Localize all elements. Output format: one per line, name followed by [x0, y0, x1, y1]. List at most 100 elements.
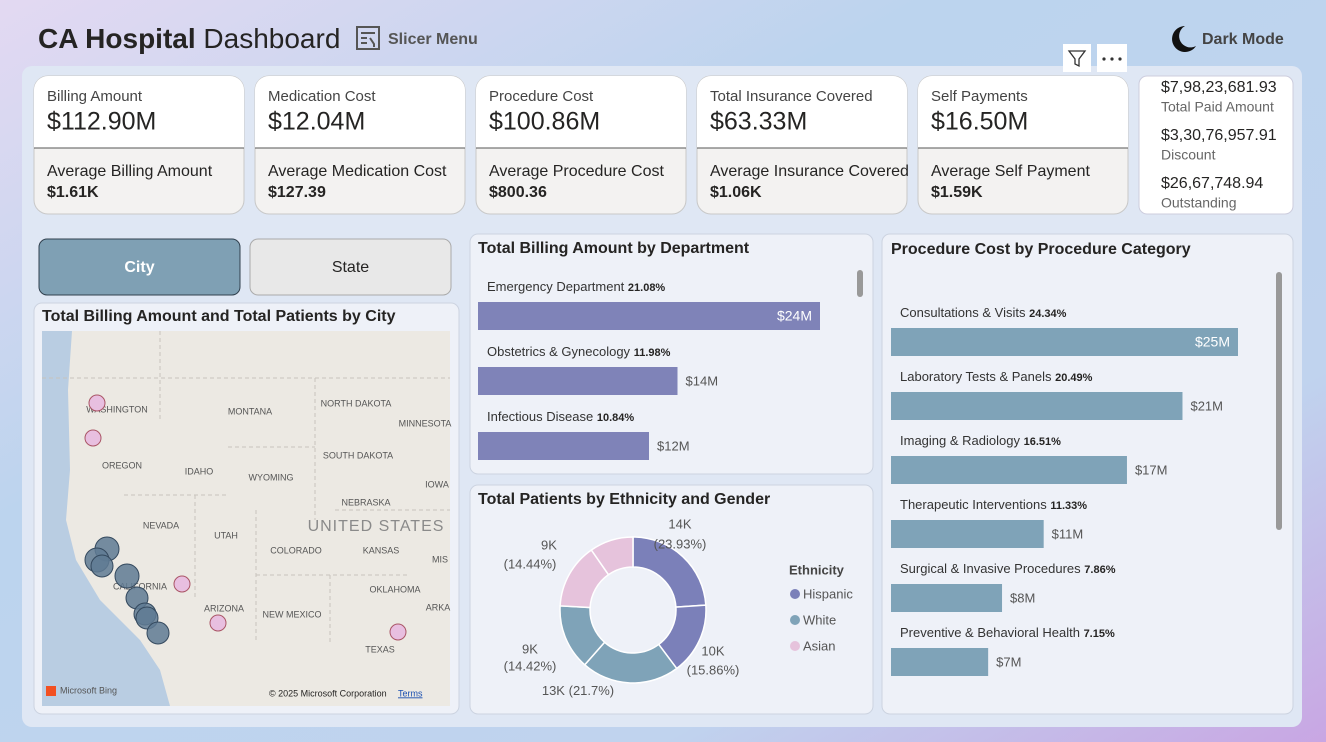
map-terms[interactable]: Terms — [398, 688, 423, 698]
dark-mode-label: Dark Mode — [1202, 31, 1284, 48]
kpi-avg-value: $800.36 — [489, 184, 547, 201]
map-place: COLORADO — [270, 545, 322, 555]
slicer-label: Slicer Menu — [388, 31, 478, 48]
map-bubbles — [84, 394, 407, 645]
value-label: $8M — [1010, 590, 1035, 605]
value-label: $7M — [996, 654, 1021, 669]
map-place: UTAH — [214, 530, 238, 540]
dark-mode-button[interactable]: Dark Mode — [1172, 26, 1284, 52]
map-place: NORTH DAKOTA — [321, 398, 392, 408]
map-place: WYOMING — [249, 472, 294, 482]
chart-title: Total Billing Amount by Department — [478, 240, 750, 257]
map-place: SOUTH DAKOTA — [323, 450, 393, 460]
summary-label: Total Paid Amount — [1161, 99, 1274, 115]
bar[interactable] — [478, 302, 820, 330]
toggle-button[interactable] — [38, 238, 241, 296]
bar[interactable] — [478, 432, 649, 460]
city-bubble[interactable] — [88, 394, 106, 412]
map-ocean — [42, 331, 170, 706]
legend-label[interactable]: Hispanic — [803, 586, 853, 601]
legend-label[interactable]: White — [803, 612, 836, 627]
value-label: $21M — [1190, 398, 1223, 413]
bing-logo — [46, 686, 56, 696]
category-name: Consultations & Visits — [900, 305, 1026, 320]
kpi-label: Procedure Cost — [489, 88, 594, 105]
slicer-icon — [356, 26, 380, 50]
bar[interactable] — [891, 648, 989, 676]
legend-swatch — [790, 641, 800, 651]
ethnicity-panel — [469, 484, 874, 715]
map-copyright: © 2025 Microsoft Corporation — [269, 688, 387, 698]
bar[interactable] — [891, 392, 1183, 420]
toggle-button[interactable] — [249, 238, 452, 296]
city-bubble[interactable] — [173, 575, 191, 593]
donut-slice[interactable] — [590, 536, 634, 576]
category-label: Laboratory Tests & Panels 20.49% — [900, 369, 1093, 384]
bar[interactable] — [891, 456, 1127, 484]
category-name: Imaging & Radiology — [900, 433, 1020, 448]
city-bubble[interactable] — [209, 614, 227, 632]
city-bubble[interactable] — [389, 623, 407, 641]
kpi-card-top — [34, 76, 244, 148]
slicer-button[interactable]: Slicer Menu — [356, 26, 478, 50]
category-label: Preventive & Behavioral Health 7.15% — [900, 625, 1115, 640]
moon-icon — [1172, 26, 1196, 52]
filter-box — [1063, 44, 1091, 72]
slice-share: (14.42%) — [504, 658, 557, 673]
summary-card — [1138, 75, 1294, 215]
slice-count: 13K — [542, 683, 565, 698]
share-label: 11.33% — [1050, 500, 1087, 512]
dot — [1102, 57, 1106, 61]
kpi-row: Billing Amount $112.90M Average Billing Am… — [33, 75, 1129, 215]
slice-count: 9K — [522, 641, 538, 656]
legend-label[interactable]: Asian — [803, 638, 836, 653]
category-label: Consultations & Visits 24.34% — [900, 305, 1067, 320]
bar[interactable] — [891, 520, 1044, 548]
share-label: 16.51% — [1024, 436, 1062, 448]
kpi-label: Billing Amount — [47, 88, 143, 105]
kpi-avg-label: Average Insurance Covered — [710, 163, 909, 180]
scrollbar[interactable] — [857, 270, 863, 297]
city-bubble[interactable] — [84, 429, 102, 447]
map-place: IDAHO — [185, 466, 214, 476]
filter-button[interactable] — [1063, 44, 1091, 72]
more-button[interactable] — [1097, 44, 1127, 72]
share-label: 11.98% — [634, 347, 671, 359]
bar[interactable] — [891, 328, 1238, 356]
category-name: Preventive & Behavioral Health — [900, 625, 1080, 640]
category-label: Emergency Department 21.08% — [487, 279, 665, 294]
city-bubble[interactable] — [146, 621, 170, 645]
summary-value: $7,98,23,681.93 — [1161, 79, 1277, 96]
dot — [1110, 57, 1114, 61]
map-place: CALIFORNIA — [113, 581, 167, 591]
kpi-avg-label: Average Medication Cost — [268, 163, 447, 180]
city-bubble[interactable] — [90, 554, 114, 578]
title-rest: Dashboard — [203, 23, 340, 54]
legend-swatch — [790, 615, 800, 625]
slice-share: (15.86%) — [687, 662, 740, 677]
map-title: Total Billing Amount and Total Patients … — [42, 308, 396, 325]
chart-title: Procedure Cost by Procedure Category — [891, 241, 1191, 258]
toggle-label[interactable]: State — [332, 259, 369, 276]
scrollbar[interactable] — [1276, 272, 1282, 530]
bar[interactable] — [478, 367, 678, 395]
summary-label: Discount — [1161, 147, 1216, 163]
slicer-icon-lines — [361, 32, 375, 47]
map-place: TEXAS — [365, 644, 395, 654]
toggle-label[interactable]: City — [124, 259, 154, 276]
share-label: 10.84% — [597, 412, 635, 424]
map-place: ARKA — [426, 602, 451, 612]
map-place: MINNESOTA — [399, 418, 452, 428]
kpi-value: $63.33M — [710, 108, 807, 136]
kpi-value: $16.50M — [931, 108, 1028, 136]
kpi-avg-value: $1.61K — [47, 184, 99, 201]
map-place: IOWA — [425, 479, 449, 489]
category-name: Laboratory Tests & Panels — [900, 369, 1052, 384]
city-bubble[interactable] — [114, 563, 140, 589]
bar[interactable] — [891, 584, 1003, 612]
kpi-avg-value: $1.59K — [931, 184, 983, 201]
slice-count: 10K — [701, 643, 724, 658]
kpi-avg-value: $127.39 — [268, 184, 326, 201]
category-name: Obstetrics & Gynecology — [487, 344, 631, 359]
